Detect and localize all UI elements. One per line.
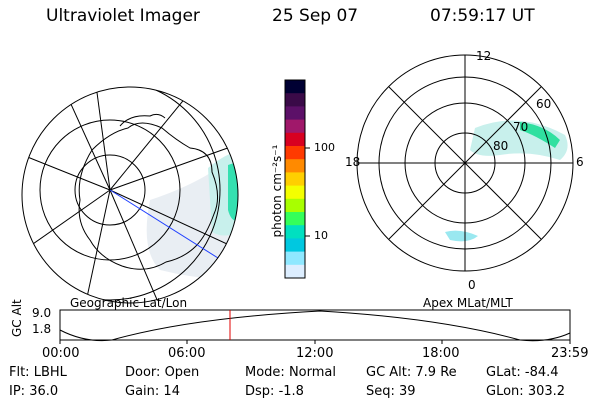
colorbar-band xyxy=(285,172,305,187)
aurora-patch xyxy=(445,230,478,242)
info-mode: Mode: Normal xyxy=(245,365,336,380)
time-tick: 12:00 xyxy=(296,346,334,361)
info-door: Door: Open xyxy=(125,365,200,380)
apex-caption: Apex MLat/MLT xyxy=(423,296,513,310)
lat-circle xyxy=(39,119,181,261)
colorbar-band xyxy=(285,264,305,279)
time-tick: 18:00 xyxy=(422,346,460,361)
time-label: 07:59:17 UT xyxy=(430,6,535,26)
colorbar-band xyxy=(285,159,305,173)
info-seq: Seq: 39 xyxy=(366,384,416,399)
strip-frame xyxy=(59,309,571,341)
mlat-label-70: 70 xyxy=(513,120,529,134)
lat-circle xyxy=(74,154,146,226)
colorbar-band xyxy=(285,119,305,134)
aurora-bright xyxy=(228,163,238,222)
colorbar-band xyxy=(285,185,305,200)
info-flt: Flt: LBHL xyxy=(9,365,67,380)
altitude-curve xyxy=(59,310,571,342)
info-ip: IP: 36.0 xyxy=(9,384,59,399)
info-gc-alt: GC Alt: 7.9 Re xyxy=(366,365,457,380)
geo-map-caption: Geographic Lat/Lon xyxy=(70,296,188,310)
colorbar-band xyxy=(285,93,305,107)
colorbar-band xyxy=(285,225,305,239)
altitude-axis-label: GC Alt xyxy=(10,299,24,337)
colorbar-band xyxy=(285,146,305,160)
colorbar-band xyxy=(285,238,305,253)
colorbar-band xyxy=(285,80,305,94)
mlt-label-0: 0 xyxy=(468,278,476,292)
info-gain: Gain: 14 xyxy=(125,384,180,399)
info-glat: GLat: -84.4 xyxy=(486,365,559,380)
mlt-label-12: 12 xyxy=(476,49,492,63)
mlt-label-18: 18 xyxy=(345,155,361,169)
colorbar-band xyxy=(285,198,305,213)
altitude-tick-top: 9.0 xyxy=(32,306,52,320)
colorbar-band xyxy=(285,106,305,121)
mlt-label-6: 6 xyxy=(576,155,584,169)
colorbar-tick-label: 100 xyxy=(314,141,335,154)
peninsula-coast xyxy=(119,113,166,127)
colorbar-band xyxy=(285,212,305,226)
mlat-label-80: 80 xyxy=(493,139,509,153)
aurora-oval-bright xyxy=(520,122,560,148)
info-glon: GLon: 303.2 xyxy=(486,384,566,399)
colorbar-frame xyxy=(284,79,306,279)
antarctica-coastline xyxy=(78,122,218,270)
mlt-spokes xyxy=(357,55,573,271)
colorbar-tick-label: 10 xyxy=(314,229,328,242)
time-tick: 23:59 xyxy=(551,346,589,361)
lat-circle xyxy=(22,87,221,301)
altitude-tick-bottom: 1.8 xyxy=(32,322,52,336)
colorbar-band xyxy=(285,132,305,147)
colorbar-band xyxy=(285,251,305,266)
geo-map-border xyxy=(21,86,239,304)
instrument-title: Ultraviolet Imager xyxy=(46,6,200,26)
date-label: 25 Sep 07 xyxy=(272,6,359,26)
info-dsp: Dsp: -1.8 xyxy=(245,384,304,399)
time-tick: 00:00 xyxy=(42,346,80,361)
time-tick: 06:00 xyxy=(168,346,206,361)
strip-time-ticks xyxy=(59,340,571,344)
mlat-label-60: 60 xyxy=(536,97,552,111)
